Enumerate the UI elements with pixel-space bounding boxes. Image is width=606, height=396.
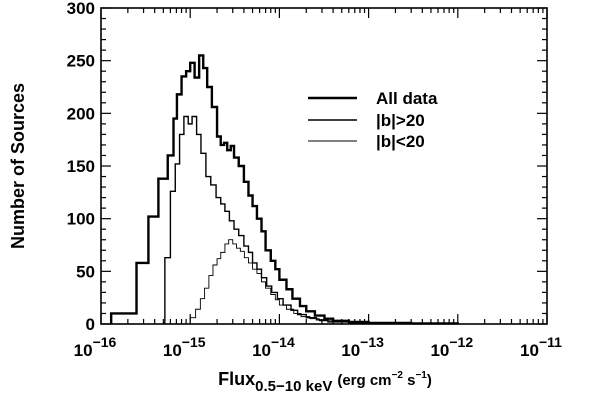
x-tick-exponent: −13 xyxy=(360,334,384,350)
x-tick-label: 10−15 xyxy=(163,334,206,360)
y-tick-label: 200 xyxy=(67,104,95,123)
y-tick-label: 0 xyxy=(86,315,95,334)
x-tick-exponent: −15 xyxy=(182,334,206,350)
x-axis-title-units-mid: s xyxy=(403,372,416,389)
series-line-2 xyxy=(164,115,386,324)
y-axis-title: Number of Sources xyxy=(8,83,28,249)
x-axis-title-subscript: 0.5−10 keV xyxy=(255,378,332,395)
x-tick-label: 10−14 xyxy=(252,334,295,360)
x-tick-exponent: −12 xyxy=(449,334,473,350)
legend-label-2: |b|>20 xyxy=(376,111,425,130)
x-tick-base: 10 xyxy=(341,341,360,360)
x-tick-base: 10 xyxy=(163,341,182,360)
x-tick-base: 10 xyxy=(252,341,271,360)
x-tick-base: 10 xyxy=(74,341,93,360)
x-axis-title-exp2: −1 xyxy=(415,370,427,381)
series-line-1 xyxy=(109,54,459,325)
x-tick-exponent: −14 xyxy=(271,334,295,350)
y-tick-label: 300 xyxy=(67,0,95,18)
x-tick-base: 10 xyxy=(520,341,539,360)
y-tick-label: 50 xyxy=(76,262,95,281)
y-tick-labels: 0 50 100 150 200 250 300 xyxy=(67,0,95,334)
x-axis-title-exp1: −2 xyxy=(392,370,404,381)
x-tick-labels: 10−16 10−15 10−14 10−13 10−12 10−11 xyxy=(74,334,562,360)
x-tick-exponent: −11 xyxy=(539,334,562,350)
x-axis-title-units: (erg cm xyxy=(337,372,391,389)
series-layer xyxy=(109,54,459,325)
legend-label-3: |b|<20 xyxy=(376,132,425,151)
x-tick-label: 10−13 xyxy=(341,334,384,360)
legend-label-1: All data xyxy=(376,89,438,108)
y-tick-label: 100 xyxy=(67,210,95,229)
series-line-3 xyxy=(189,239,396,324)
x-tick-label: 10−11 xyxy=(520,334,562,360)
y-tick-label: 250 xyxy=(67,52,95,71)
x-axis-title-main: Flux xyxy=(218,369,255,389)
x-tick-label: 10−12 xyxy=(430,334,473,360)
y-tick-label: 150 xyxy=(67,157,95,176)
x-tick-base: 10 xyxy=(430,341,449,360)
x-tick-label: 10−16 xyxy=(74,334,117,360)
x-axis-title-units-post: ) xyxy=(427,372,432,389)
x-axis-title: Flux0.5−10 keV (erg cm−2 s−1) xyxy=(218,369,432,395)
x-tick-exponent: −16 xyxy=(93,334,117,350)
legend: All data |b|>20 |b|<20 xyxy=(308,89,438,151)
ticks-layer xyxy=(100,7,548,325)
